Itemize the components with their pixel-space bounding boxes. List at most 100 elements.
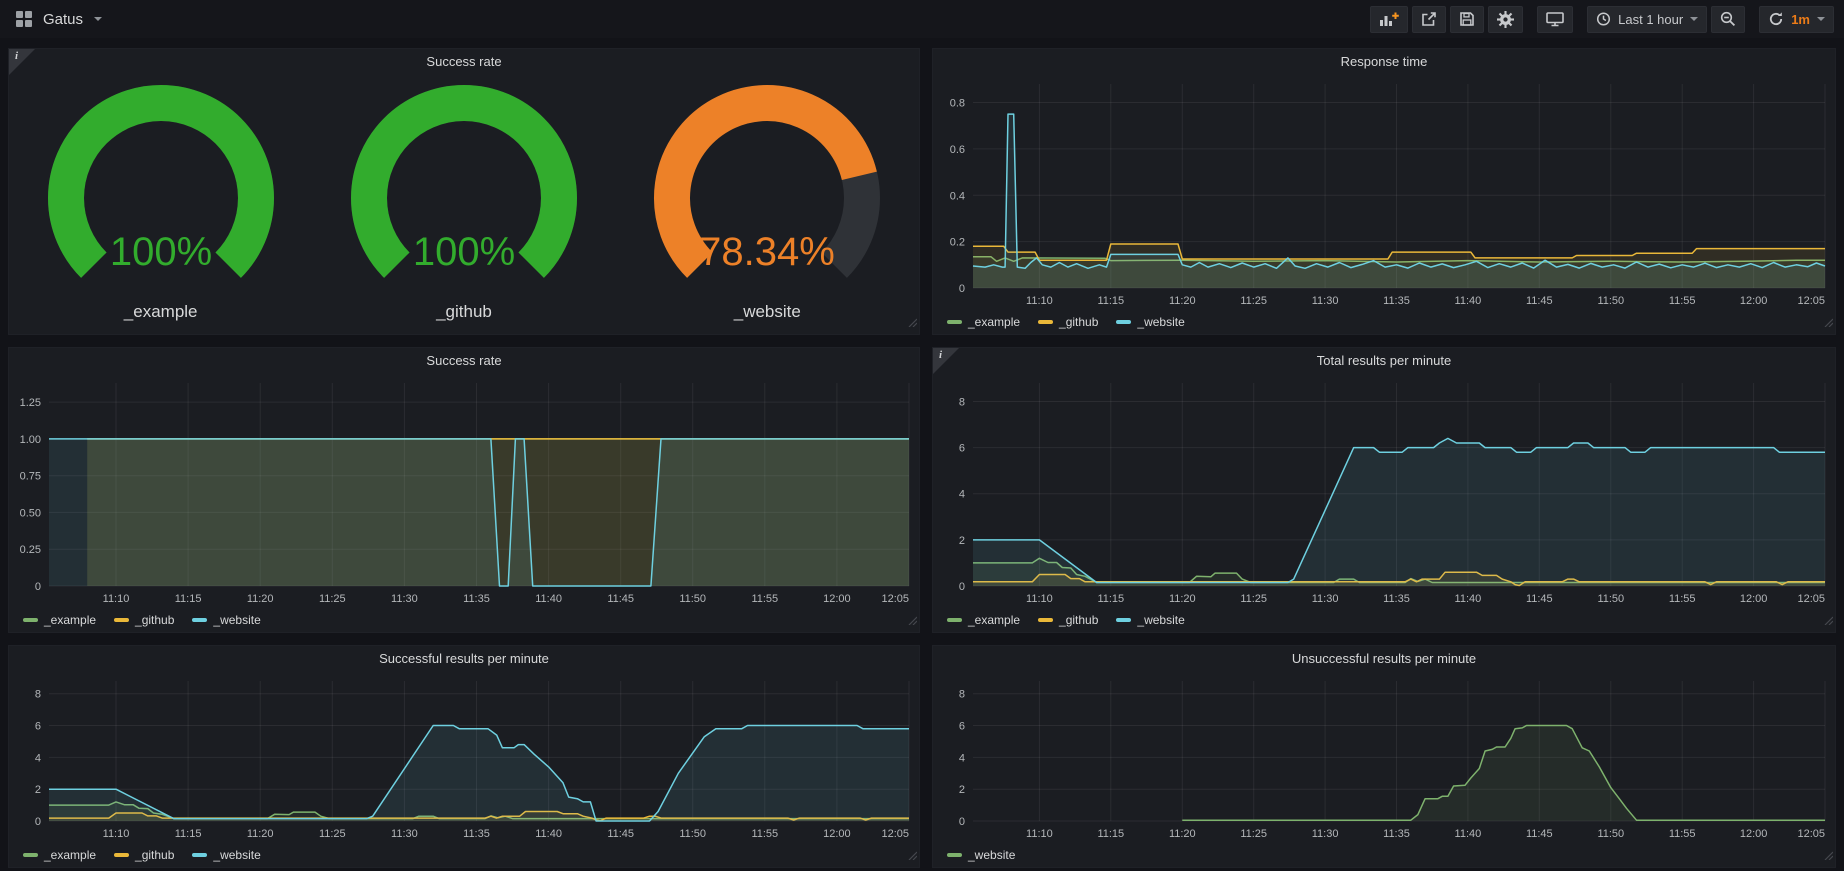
svg-text:12:00: 12:00 [823, 828, 851, 840]
svg-text:11:55: 11:55 [751, 828, 778, 840]
zoom-out-icon [1720, 11, 1736, 27]
legend-series-name: _website [213, 848, 260, 862]
svg-text:11:40: 11:40 [535, 593, 562, 605]
add-panel-button[interactable] [1370, 6, 1408, 33]
svg-text:12:00: 12:00 [823, 593, 851, 605]
zoom-out-button[interactable] [1711, 6, 1745, 33]
svg-text:11:40: 11:40 [1455, 828, 1482, 840]
panel-resize-handle[interactable] [1824, 314, 1833, 332]
panel-info-corner[interactable] [9, 49, 35, 75]
svg-text:11:50: 11:50 [1597, 828, 1624, 840]
svg-text:2: 2 [35, 784, 41, 796]
svg-text:0.75: 0.75 [20, 471, 41, 483]
svg-text:6: 6 [959, 721, 965, 733]
gauge-value: 100% [110, 230, 212, 274]
gauge-label: _example [124, 302, 198, 322]
chart-plot-area[interactable]: 00.250.500.751.001.2511:1011:1511:2011:2… [9, 373, 919, 608]
panel-title[interactable]: Total results per minute [933, 348, 1835, 373]
svg-text:11:25: 11:25 [319, 828, 346, 840]
legend-color-dash [114, 853, 129, 857]
legend-item-_github[interactable]: _github [114, 613, 174, 627]
legend-color-dash [947, 853, 962, 857]
chart-plot-area[interactable]: 00.20.40.60.811:1011:1511:2011:2511:3011… [933, 74, 1835, 310]
panel-title[interactable]: Success rate [9, 49, 919, 74]
refresh-picker[interactable]: 1m [1759, 6, 1834, 33]
panel-title[interactable]: Response time [933, 49, 1835, 74]
svg-text:11:25: 11:25 [1240, 593, 1267, 605]
dashboard-grid: i Success rate 100% _example 100% _githu… [0, 38, 1844, 868]
panel-resize-handle[interactable] [1824, 612, 1833, 630]
refresh-icon [1768, 11, 1784, 27]
svg-text:11:15: 11:15 [175, 828, 202, 840]
svg-text:11:25: 11:25 [1240, 295, 1267, 307]
svg-text:11:45: 11:45 [1526, 593, 1553, 605]
panel-info-corner[interactable] [933, 348, 959, 374]
svg-text:12:05: 12:05 [1797, 593, 1825, 605]
svg-text:6: 6 [35, 721, 41, 733]
legend-series-name: _example [968, 613, 1020, 627]
panel-resize-handle[interactable] [908, 314, 917, 332]
legend-item-_website[interactable]: _website [1116, 315, 1184, 329]
legend-item-_website[interactable]: _website [192, 613, 260, 627]
svg-text:11:50: 11:50 [679, 593, 706, 605]
legend-item-_github[interactable]: _github [1038, 613, 1098, 627]
svg-text:11:55: 11:55 [1669, 828, 1696, 840]
svg-text:0.8: 0.8 [950, 98, 965, 110]
svg-text:11:10: 11:10 [103, 828, 130, 840]
svg-text:11:25: 11:25 [1240, 828, 1267, 840]
svg-text:4: 4 [35, 752, 41, 764]
panel-total-results: i Total results per minute 0246811:1011:… [932, 347, 1836, 633]
dashboard-title-dropdown[interactable]: Gatus [16, 11, 102, 28]
panel-title[interactable]: Success rate [9, 348, 919, 373]
add-panel-icon [1379, 11, 1399, 27]
tv-mode-button[interactable] [1537, 6, 1573, 33]
share-button[interactable] [1412, 6, 1446, 33]
legend-color-dash [1038, 618, 1053, 622]
legend-item-_website[interactable]: _website [947, 848, 1015, 862]
legend-item-_website[interactable]: _website [1116, 613, 1184, 627]
gauge-label: _website [734, 302, 801, 322]
legend-series-name: _website [1137, 613, 1184, 627]
svg-text:11:30: 11:30 [391, 593, 418, 605]
gauge-row: 100% _example 100% _github 78.34% _websi… [9, 74, 919, 334]
chart-plot-area[interactable]: 0246811:1011:1511:2011:2511:3011:3511:40… [933, 373, 1835, 608]
chart-plot-area[interactable]: 0246811:1011:1511:2011:2511:3011:3511:40… [9, 671, 919, 843]
panel-title[interactable]: Successful results per minute [9, 646, 919, 671]
legend-item-_github[interactable]: _github [114, 848, 174, 862]
panel-resize-handle[interactable] [908, 847, 917, 865]
svg-text:0.2: 0.2 [950, 237, 965, 249]
panel-title[interactable]: Unsuccessful results per minute [933, 646, 1835, 671]
panel-resize-handle[interactable] [1824, 847, 1833, 865]
legend-item-_example[interactable]: _example [947, 315, 1020, 329]
chevron-down-icon [94, 17, 102, 21]
svg-text:11:15: 11:15 [1097, 295, 1124, 307]
gear-icon [1497, 11, 1514, 28]
legend-item-_github[interactable]: _github [1038, 315, 1098, 329]
legend-color-dash [192, 618, 207, 622]
svg-text:11:20: 11:20 [1169, 828, 1196, 840]
gauge-arc: 78.34% [622, 78, 912, 300]
settings-button[interactable] [1488, 6, 1523, 33]
legend-series-name: _github [1059, 315, 1098, 329]
svg-text:0: 0 [35, 581, 41, 593]
panel-resize-handle[interactable] [908, 612, 917, 630]
legend-item-_example[interactable]: _example [947, 613, 1020, 627]
panel-response-time: i Response time 00.20.40.60.811:1011:151… [932, 48, 1836, 335]
legend-series-name: _github [135, 613, 174, 627]
legend-item-_example[interactable]: _example [23, 613, 96, 627]
monitor-icon [1546, 11, 1564, 27]
chart-plot-area[interactable]: 0246811:1011:1511:2011:2511:3011:3511:40… [933, 671, 1835, 843]
svg-text:11:35: 11:35 [1383, 295, 1410, 307]
svg-text:0.6: 0.6 [950, 144, 965, 156]
svg-text:11:55: 11:55 [1669, 593, 1696, 605]
legend-series-name: _github [135, 848, 174, 862]
svg-text:0.50: 0.50 [20, 507, 41, 519]
svg-text:11:50: 11:50 [1597, 593, 1624, 605]
svg-text:11:35: 11:35 [463, 593, 490, 605]
legend-item-_example[interactable]: _example [23, 848, 96, 862]
svg-text:12:00: 12:00 [1740, 828, 1768, 840]
svg-text:11:40: 11:40 [535, 828, 562, 840]
save-button[interactable] [1450, 6, 1484, 33]
time-range-picker[interactable]: Last 1 hour [1587, 6, 1707, 33]
legend-item-_website[interactable]: _website [192, 848, 260, 862]
